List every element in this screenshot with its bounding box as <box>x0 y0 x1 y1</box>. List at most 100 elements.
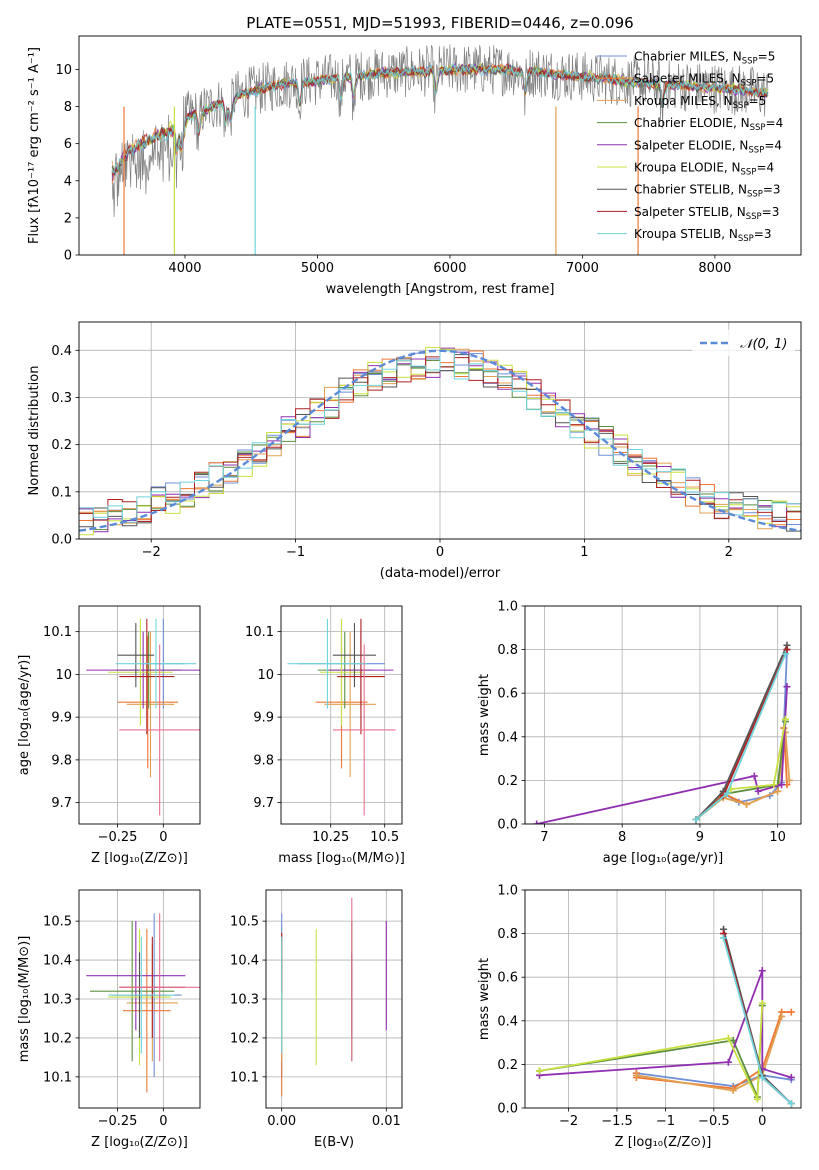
weight-marker <box>729 1087 737 1095</box>
legend-label-sub: SSP <box>747 190 763 200</box>
legend-label: Chabrier ELODIE, NSSP=4 <box>634 116 783 133</box>
legend-label: 𝒩(0, 1) <box>740 337 787 352</box>
x-tick-label: −2 <box>559 1114 578 1129</box>
y-axis-label: Normed distribution <box>27 366 42 496</box>
y-tick-label: 10.2 <box>43 1031 72 1046</box>
y-tick-label: 0.2 <box>497 1058 518 1073</box>
weight-marker <box>783 683 791 691</box>
plot-content <box>86 618 200 816</box>
weight-marker <box>724 1058 732 1066</box>
spectrum-model-line <box>111 63 769 176</box>
y-tick-label: 1.0 <box>497 884 518 899</box>
weight-marker <box>787 1073 795 1081</box>
weight-marker <box>778 781 786 789</box>
y-axis-label: mass weight <box>477 958 492 1040</box>
plot-content <box>79 346 801 537</box>
weight-marker <box>774 787 782 795</box>
panel-weight_vs_age: 7 8 9 10 0.0 0.2 0.4 0.6 0.8 1.0 age [log₁₀(age/yr… <box>477 600 802 866</box>
panel-residuals: −2 −1 0 1 2 0.0 0.1 0.2 0.3 0.4 (data-model)/error… <box>27 321 802 581</box>
y-tick-label: 0.4 <box>497 730 518 745</box>
weight-line <box>539 1003 764 1100</box>
x-tick-label: 4000 <box>168 261 201 276</box>
x-axis-label: age [log₁₀(age/yr)] <box>603 851 724 866</box>
y-axis-label: mass weight <box>477 674 492 756</box>
x-tick-label: 8 <box>618 830 626 845</box>
y-tick-label: 9.9 <box>51 711 72 726</box>
y-tick-label: 0.1 <box>51 485 72 500</box>
x-tick-label: −0.5 <box>698 1114 730 1129</box>
legend-label-sub: SSP <box>746 212 762 222</box>
weight-marker <box>724 1034 732 1042</box>
plot-content <box>536 925 795 1108</box>
weight-marker <box>787 1100 795 1108</box>
legend-label-tail: =3 <box>763 183 781 197</box>
y-tick-label: 10.1 <box>230 1070 259 1085</box>
y-tick-label: 10.3 <box>230 993 259 1008</box>
panel-mass_vs_ebv: 0.00 0.01 10.1 10.2 10.3 10.4 10.5 E(B-V) <box>230 889 403 1150</box>
figure-title: PLATE=0551, MJD=51993, FIBERID=0446, z=0… <box>246 14 633 32</box>
x-tick-label: 6000 <box>433 261 466 276</box>
legend-box <box>692 330 795 356</box>
legend-label-sub: SSP <box>741 168 757 178</box>
legend-label-tail: =4 <box>766 116 784 130</box>
weight-marker <box>754 787 762 795</box>
y-tick-label: 4 <box>64 174 72 189</box>
y-tick-label: 2 <box>64 211 72 226</box>
y-tick-label: 0.6 <box>497 687 518 702</box>
spectrum-model-line <box>111 62 769 174</box>
x-axis-label: wavelength [Angstrom, rest frame] <box>326 282 555 297</box>
legend-label-main: Salpeter MILES, N <box>634 72 741 86</box>
histogram-step <box>79 350 801 536</box>
panel-weight_vs_Z: −2 −1.5 −1 −0.5 0 0.0 0.2 0.4 0.6 0.8 1.0 Z [log₁₀(… <box>477 884 802 1150</box>
plot-content <box>533 641 793 824</box>
legend-label-tail: =3 <box>762 205 780 219</box>
weight-marker <box>743 800 751 808</box>
legend-label-main: Kroupa STELIB, N <box>634 227 738 241</box>
legend-label-main: Salpeter ELODIE, N <box>634 138 748 152</box>
legend-label-tail: =3 <box>754 227 772 241</box>
legend-label-tail: =5 <box>749 94 767 108</box>
y-axis-label: Flux [fλ10⁻¹⁷ erg cm⁻² s⁻¹ A⁻¹] <box>27 47 42 244</box>
axes-frame <box>78 605 201 825</box>
y-tick-label: 0.2 <box>497 774 518 789</box>
legend-label-main: Chabrier ELODIE, N <box>634 116 750 130</box>
weight-line <box>636 1016 783 1092</box>
axes-frame <box>78 889 201 1109</box>
x-tick-label: 10.25 <box>312 830 349 845</box>
y-tick-label: 9.8 <box>253 753 274 768</box>
x-tick-label: 0 <box>758 1114 766 1129</box>
x-tick-label: −0.25 <box>98 1114 138 1129</box>
plot-area <box>525 890 801 1108</box>
legend-label-main: Chabrier STELIB, N <box>634 183 747 197</box>
legend-label-sub: SSP <box>742 57 758 67</box>
plot-content <box>111 44 769 255</box>
y-tick-label: 10.1 <box>43 1070 72 1085</box>
weight-marker <box>770 781 778 789</box>
weight-marker <box>758 999 766 1007</box>
plot-content <box>287 618 396 816</box>
weight-marker <box>750 772 758 780</box>
weight-marker <box>533 820 541 824</box>
y-tick-label: 10.2 <box>230 1031 259 1046</box>
y-tick-label: 6 <box>64 137 72 152</box>
legend-label-tail: =4 <box>756 161 774 175</box>
x-tick-label: 8000 <box>698 261 731 276</box>
y-axis-label: age [log₁₀(age/yr)] <box>17 655 32 776</box>
plot-area <box>525 606 801 824</box>
x-tick-label: 10 <box>769 830 786 845</box>
weight-marker <box>785 776 793 784</box>
x-tick-label: 0 <box>436 545 444 560</box>
weight-marker <box>783 646 791 654</box>
y-tick-label: 10 <box>55 63 72 78</box>
legend-label-tail: =4 <box>764 138 782 152</box>
legend-label: Salpeter MILES, NSSP=5 <box>634 72 774 89</box>
x-tick-label: −1 <box>656 1114 675 1129</box>
x-tick-label: 7000 <box>566 261 599 276</box>
legend-label: Chabrier STELIB, NSSP=3 <box>634 183 781 200</box>
x-tick-label: 10.5 <box>370 830 399 845</box>
x-tick-label: 2 <box>725 545 733 560</box>
plot-content <box>86 913 200 1093</box>
x-axis-label: Z [log₁₀(Z/Z⊙)] <box>91 1135 188 1150</box>
x-axis-label: mass [log₁₀(M/M⊙)] <box>278 851 405 866</box>
